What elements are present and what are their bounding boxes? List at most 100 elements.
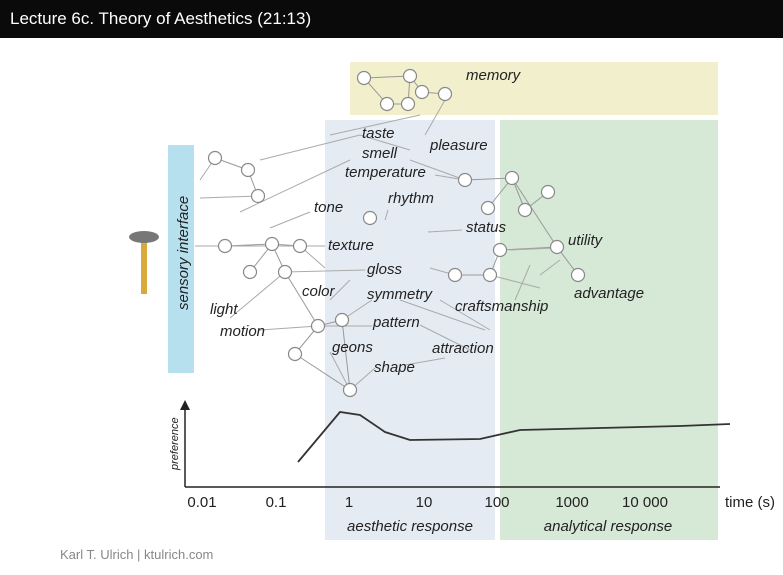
link — [539, 259, 561, 276]
node — [504, 170, 520, 186]
node-label: taste — [362, 125, 395, 142]
node-label: smell — [362, 145, 398, 162]
node — [287, 346, 303, 362]
node-label: attraction — [432, 340, 494, 357]
node-label: symmetry — [367, 286, 433, 303]
title-bar: Lecture 6c. Theory of Aesthetics (21:13) — [0, 0, 783, 38]
link — [239, 159, 351, 213]
link — [511, 177, 558, 248]
node — [414, 84, 430, 100]
hammer-head — [129, 231, 159, 243]
node — [549, 239, 565, 255]
zone-label: analytical response — [544, 518, 672, 535]
node — [292, 238, 308, 254]
x-axis-label: time (s) — [725, 494, 775, 511]
link — [329, 279, 351, 301]
node — [437, 86, 453, 102]
link — [439, 299, 491, 331]
node-label: rhythm — [388, 190, 434, 207]
link — [359, 134, 411, 151]
node — [540, 184, 556, 200]
zone-label: aesthetic response — [347, 518, 473, 535]
link — [499, 246, 558, 251]
node — [334, 312, 350, 328]
x-tick-label: 10 — [416, 494, 433, 511]
node-label: color — [302, 283, 336, 300]
link — [259, 325, 319, 331]
x-tick-label: 10 000 — [622, 494, 668, 511]
link — [384, 209, 389, 221]
node-label: gloss — [367, 261, 403, 278]
node — [482, 267, 498, 283]
node-label: craftsmanship — [455, 298, 548, 315]
link — [399, 299, 486, 331]
link — [419, 324, 471, 351]
link — [363, 75, 411, 79]
node — [342, 382, 358, 398]
node — [362, 210, 378, 226]
node-label: pattern — [372, 314, 420, 331]
x-tick-label: 100 — [484, 494, 509, 511]
x-tick-label: 1000 — [555, 494, 588, 511]
link — [341, 319, 351, 391]
node-label: motion — [220, 323, 265, 340]
node — [402, 68, 418, 84]
x-tick-label: 1 — [345, 494, 353, 511]
analytical-zone — [500, 120, 718, 540]
link — [284, 271, 319, 327]
link — [427, 229, 463, 233]
link — [329, 114, 421, 136]
node — [379, 96, 395, 112]
preference-curve — [297, 411, 731, 463]
node-label: utility — [568, 232, 604, 249]
video-title: Lecture 6c. Theory of Aesthetics (21:13) — [10, 9, 312, 28]
y-axis-label: preference — [169, 417, 181, 471]
node — [207, 150, 223, 166]
node-label: geons — [332, 339, 373, 356]
node-label: shape — [374, 359, 415, 376]
link — [409, 159, 466, 181]
memory-label: memory — [466, 67, 522, 84]
node-label: status — [466, 219, 507, 236]
x-ticks: 0.01 0.1 1 10 100 1000 10 000 — [187, 494, 668, 511]
network — [195, 68, 586, 398]
node-label: light — [210, 301, 238, 318]
link — [509, 247, 556, 251]
node-label: advantage — [574, 285, 644, 302]
link — [294, 353, 351, 391]
link — [514, 264, 531, 301]
sensory-label: sensory interface — [175, 196, 192, 310]
link — [424, 99, 446, 136]
node — [517, 202, 533, 218]
node — [310, 318, 326, 334]
link — [269, 211, 311, 229]
node — [570, 267, 586, 283]
x-tick-label: 0.01 — [187, 494, 216, 511]
node — [240, 162, 256, 178]
link — [284, 269, 366, 273]
node-label: temperature — [345, 164, 426, 181]
x-tick-label: 0.1 — [266, 494, 287, 511]
sensory-bar — [168, 145, 194, 373]
node — [277, 264, 293, 280]
footer: Karl T. Ulrich | ktulrich.com — [60, 547, 213, 562]
node-label: pleasure — [429, 137, 488, 154]
node-label: tone — [314, 199, 343, 216]
node — [480, 200, 496, 216]
hammer-handle — [141, 238, 147, 294]
node — [264, 236, 280, 252]
node-label: texture — [328, 237, 374, 254]
node — [356, 70, 372, 86]
link — [464, 177, 513, 181]
aesthetic-zone — [325, 120, 495, 540]
node — [242, 264, 258, 280]
node — [250, 188, 266, 204]
link — [329, 351, 351, 391]
node — [217, 238, 233, 254]
node — [447, 267, 463, 283]
link — [199, 195, 259, 199]
link — [489, 274, 541, 289]
